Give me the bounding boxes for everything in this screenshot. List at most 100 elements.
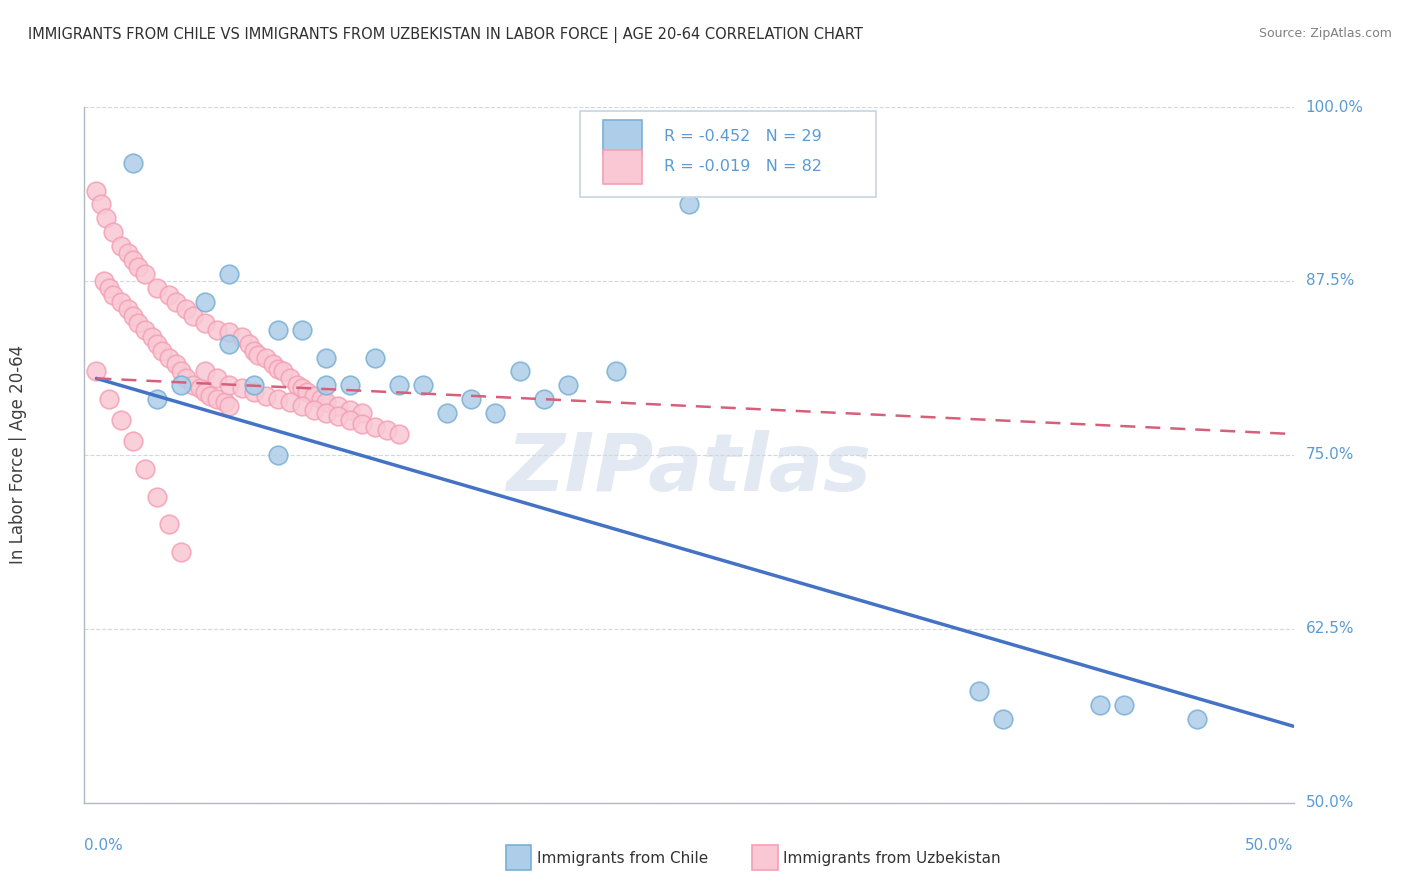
Point	[103, 225, 125, 239]
Point	[254, 351, 277, 365]
Point	[165, 294, 187, 309]
Point	[315, 351, 337, 365]
Point	[146, 490, 169, 504]
Point	[190, 381, 212, 395]
Point	[218, 399, 240, 413]
Point	[339, 378, 361, 392]
Point	[254, 389, 277, 403]
Point	[110, 239, 132, 253]
Point	[1114, 698, 1136, 713]
Point	[218, 336, 240, 351]
Point	[97, 392, 120, 407]
Point	[214, 395, 236, 409]
Bar	[603, 150, 641, 184]
Point	[174, 371, 197, 385]
Point	[315, 406, 337, 420]
Point	[262, 358, 284, 372]
Point	[242, 378, 264, 392]
Point	[93, 274, 115, 288]
Point	[436, 406, 458, 420]
Point	[121, 155, 143, 169]
Point	[291, 399, 314, 413]
Point	[509, 364, 531, 378]
Point	[117, 246, 139, 260]
Point	[460, 392, 482, 407]
Point	[146, 336, 169, 351]
Text: IMMIGRANTS FROM CHILE VS IMMIGRANTS FROM UZBEKISTAN IN LABOR FORCE | AGE 20-64 C: IMMIGRANTS FROM CHILE VS IMMIGRANTS FROM…	[28, 27, 863, 43]
Point	[315, 378, 337, 392]
Point	[267, 392, 290, 407]
Point	[388, 427, 411, 442]
Point	[194, 364, 217, 378]
Text: 75.0%: 75.0%	[1306, 448, 1354, 462]
Point	[103, 288, 125, 302]
Point	[207, 323, 229, 337]
Point	[218, 267, 240, 281]
Point	[198, 389, 221, 403]
Point	[146, 281, 169, 295]
Point	[90, 197, 112, 211]
Point	[146, 392, 169, 407]
Point	[285, 378, 308, 392]
Point	[242, 385, 264, 400]
Point	[97, 281, 120, 295]
Text: 50.0%: 50.0%	[1246, 838, 1294, 853]
Point	[86, 364, 108, 378]
Point	[242, 343, 264, 358]
Text: 100.0%: 100.0%	[1306, 100, 1364, 114]
Point	[352, 406, 374, 420]
Point	[127, 260, 149, 274]
Point	[605, 364, 627, 378]
Text: ZIPatlas: ZIPatlas	[506, 430, 872, 508]
Point	[1088, 698, 1111, 713]
Point	[231, 381, 253, 395]
Point	[993, 712, 1015, 726]
FancyBboxPatch shape	[581, 111, 876, 197]
Point	[363, 351, 385, 365]
Point	[247, 348, 270, 362]
Point	[267, 361, 290, 376]
Text: 0.0%: 0.0%	[84, 838, 124, 853]
Point	[194, 385, 217, 400]
Point	[94, 211, 117, 226]
Bar	[603, 120, 641, 153]
Point	[157, 351, 180, 365]
Point	[157, 288, 180, 302]
Point	[278, 395, 301, 409]
Text: Immigrants from Chile: Immigrants from Chile	[537, 851, 709, 865]
Point	[678, 197, 700, 211]
Point	[170, 364, 193, 378]
Point	[218, 378, 240, 392]
Point	[194, 316, 217, 330]
Point	[267, 448, 290, 462]
Point	[134, 267, 156, 281]
Point	[302, 403, 325, 417]
Point	[170, 378, 193, 392]
Text: 87.5%: 87.5%	[1306, 274, 1354, 288]
Point	[207, 371, 229, 385]
Point	[110, 413, 132, 427]
Point	[295, 385, 318, 400]
Text: Immigrants from Uzbekistan: Immigrants from Uzbekistan	[783, 851, 1001, 865]
Text: R = -0.019   N = 82: R = -0.019 N = 82	[664, 160, 821, 174]
Point	[291, 381, 314, 395]
Text: Source: ZipAtlas.com: Source: ZipAtlas.com	[1258, 27, 1392, 40]
Point	[339, 403, 361, 417]
Text: 50.0%: 50.0%	[1306, 796, 1354, 810]
Point	[231, 329, 253, 343]
Point	[388, 378, 411, 392]
Point	[134, 323, 156, 337]
Point	[86, 184, 108, 198]
Point	[170, 545, 193, 559]
Point	[121, 309, 143, 323]
Point	[121, 434, 143, 448]
Point	[110, 294, 132, 309]
Point	[271, 364, 294, 378]
Text: 62.5%: 62.5%	[1306, 622, 1354, 636]
Point	[363, 420, 385, 434]
Point	[302, 389, 325, 403]
Point	[181, 309, 204, 323]
Point	[181, 378, 204, 392]
Point	[1185, 712, 1208, 726]
Point	[157, 517, 180, 532]
